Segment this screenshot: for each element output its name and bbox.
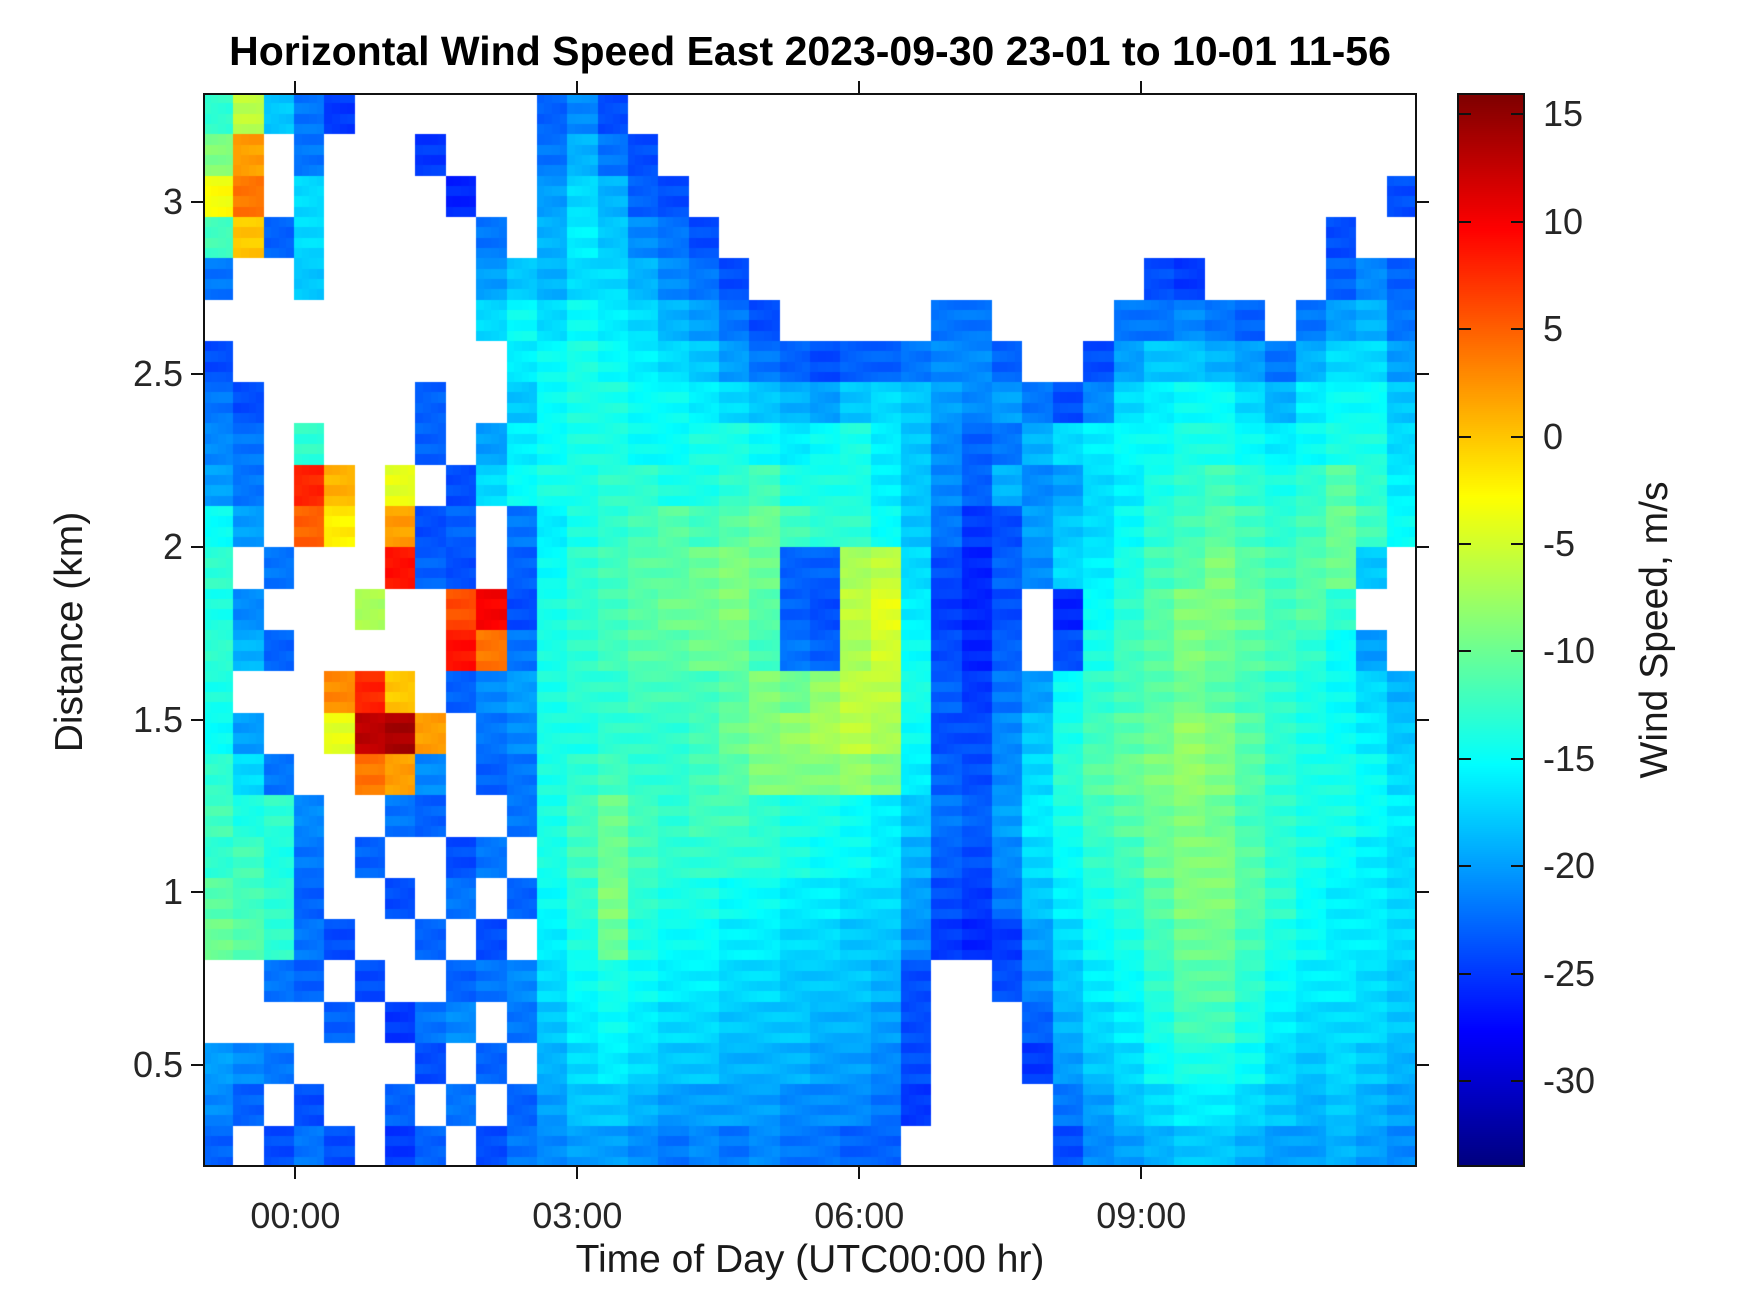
y-tick-mark-right xyxy=(1417,546,1429,549)
colorbar-tick-mark xyxy=(1511,435,1523,438)
x-tick-mark-top xyxy=(1140,81,1143,93)
colorbar-tick-mark xyxy=(1511,650,1523,653)
colorbar-tick-mark-left xyxy=(1459,113,1471,116)
colorbar-tick-mark-left xyxy=(1459,435,1471,438)
colorbar-tick-label: 15 xyxy=(1543,93,1584,135)
plot-title: Horizontal Wind Speed East 2023-09-30 23… xyxy=(229,28,1391,74)
colorbar-tick-label: -10 xyxy=(1543,630,1596,672)
colorbar-tick-mark xyxy=(1511,543,1523,546)
colorbar xyxy=(1457,93,1525,1167)
colorbar-tick-label: -15 xyxy=(1543,737,1596,779)
colorbar-tick-label: 5 xyxy=(1543,308,1564,350)
x-tick-label: 03:00 xyxy=(532,1195,623,1236)
colorbar-tick-mark-left xyxy=(1459,220,1471,223)
y-tick-mark xyxy=(191,200,203,203)
colorbar-tick-mark xyxy=(1511,972,1523,975)
heatmap-canvas xyxy=(203,93,1417,1167)
y-tick-label: 1 xyxy=(162,871,183,913)
x-tick-label: 09:00 xyxy=(1096,1195,1187,1236)
x-tick-mark-top xyxy=(858,81,861,93)
x-tick-label: 00:00 xyxy=(250,1195,341,1236)
colorbar-tick-label: -25 xyxy=(1543,952,1596,994)
colorbar-canvas xyxy=(1459,95,1523,1165)
y-tick-mark-right xyxy=(1417,891,1429,894)
y-tick-mark-right xyxy=(1417,718,1429,721)
colorbar-label-wrap: Wind Speed, m/s xyxy=(1625,93,1685,1167)
y-tick-mark xyxy=(191,718,203,721)
colorbar-tick-mark xyxy=(1511,865,1523,868)
colorbar-tick-label: 0 xyxy=(1543,415,1564,457)
colorbar-tick-mark-left xyxy=(1459,650,1471,653)
x-tick-mark xyxy=(576,1167,579,1179)
y-tick-label: 2.5 xyxy=(132,353,183,395)
y-tick-mark xyxy=(191,546,203,549)
colorbar-tick-mark-left xyxy=(1459,757,1471,760)
x-axis-label: Time of Day (UTC00:00 hr) xyxy=(575,1238,1045,1281)
colorbar-tick-mark xyxy=(1511,1080,1523,1083)
y-axis-label: Distance (km) xyxy=(48,511,91,753)
y-tick-mark xyxy=(191,1064,203,1067)
x-tick-mark-top xyxy=(576,81,579,93)
y-tick-mark-right xyxy=(1417,1064,1429,1067)
y-tick-label: 3 xyxy=(162,180,183,222)
colorbar-tick-mark xyxy=(1511,328,1523,331)
colorbar-tick-label: 10 xyxy=(1543,200,1584,242)
colorbar-tick-label: -20 xyxy=(1543,845,1596,887)
x-tick-mark xyxy=(294,1167,297,1179)
y-tick-mark xyxy=(191,373,203,376)
colorbar-tick-mark-left xyxy=(1459,543,1471,546)
y-tick-mark xyxy=(191,891,203,894)
plot-box-border xyxy=(203,93,1417,1167)
y-tick-mark-right xyxy=(1417,200,1429,203)
y-tick-label: 1.5 xyxy=(132,698,183,740)
y-tick-label: 2 xyxy=(162,526,183,568)
x-tick-label: 06:00 xyxy=(814,1195,905,1236)
y-tick-label: 0.5 xyxy=(132,1044,183,1086)
colorbar-tick-label: -5 xyxy=(1543,523,1576,565)
colorbar-tick-mark xyxy=(1511,220,1523,223)
colorbar-tick-mark xyxy=(1511,113,1523,116)
x-tick-mark xyxy=(1140,1167,1143,1179)
colorbar-tick-mark-left xyxy=(1459,865,1471,868)
colorbar-tick-mark-left xyxy=(1459,328,1471,331)
colorbar-tick-mark xyxy=(1511,757,1523,760)
colorbar-tick-label: -30 xyxy=(1543,1060,1596,1102)
x-tick-mark-top xyxy=(294,81,297,93)
y-tick-mark-right xyxy=(1417,373,1429,376)
x-tick-mark xyxy=(858,1167,861,1179)
colorbar-tick-mark-left xyxy=(1459,972,1471,975)
colorbar-tick-mark-left xyxy=(1459,1080,1471,1083)
colorbar-label: Wind Speed, m/s xyxy=(1633,481,1676,779)
